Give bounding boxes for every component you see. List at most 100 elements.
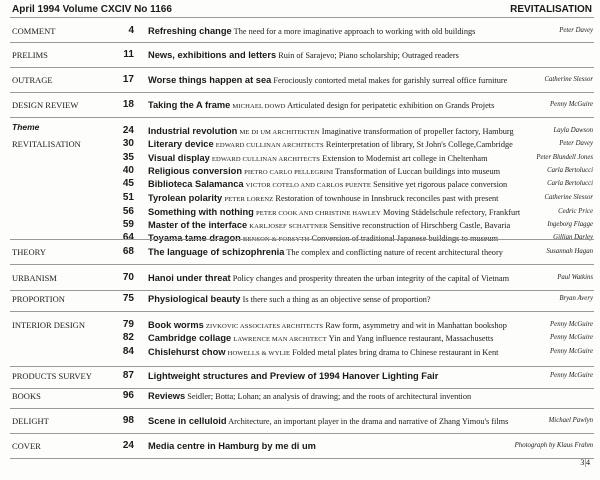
entry-text: Media centre in Hamburg by me di um xyxy=(148,441,316,451)
entry-text: Industrial revolution me di um Architekt… xyxy=(148,126,514,136)
toc-entry[interactable]: COVER 24 Media centre in Hamburg by me di … xyxy=(0,440,600,453)
entry-title: Media centre in Hamburg by me di um xyxy=(148,441,316,451)
entry-title: Refreshing change xyxy=(148,26,232,36)
section-label: COMMENT xyxy=(12,26,56,36)
entry-text: Taking the A frame Michael Dowd Articula… xyxy=(148,100,494,110)
entry-text: Biblioteca Salamanca Victor Cotelo and C… xyxy=(148,179,507,189)
entry-author: Peter Davey xyxy=(559,140,593,147)
entry-author: Peter Davey xyxy=(559,27,593,34)
page-number: 64 xyxy=(122,232,134,243)
divider xyxy=(10,290,594,291)
entry-description: Seidler; Botta; Lohan; an analysis of dr… xyxy=(187,392,472,401)
entry-architect: Lawrence Man Architect xyxy=(233,336,327,343)
toc-entry[interactable]: DESIGN REVIEW 18 Taking the A frame Michae… xyxy=(0,99,600,112)
entry-description: Reinterpretation of library, St John's C… xyxy=(325,140,513,149)
entry-description: Sensitive reconstruction of Hirschberg C… xyxy=(329,221,511,230)
entry-text: Physiological beauty Is there such a thi… xyxy=(148,294,431,304)
toc-entry[interactable]: 82 Cambridge collage Lawrence Man Archite… xyxy=(0,332,600,345)
entry-author: Photograph by Klaus Frahm xyxy=(514,442,593,449)
entry-description: Ferociously contorted metal makes for ga… xyxy=(273,76,508,85)
divider xyxy=(10,92,594,93)
divider xyxy=(10,433,594,434)
entry-title: Physiological beauty xyxy=(148,294,241,304)
entry-title: Visual display xyxy=(148,153,210,163)
entry-description: Raw form, asymmetry and wit in Manhattan… xyxy=(325,321,507,330)
entry-text: Something with nothing Peter Cook and Ch… xyxy=(148,207,520,217)
entry-text: Refreshing change The need for a more im… xyxy=(148,26,475,36)
entry-text: News, exhibitions and letters Ruin of Sa… xyxy=(148,50,459,60)
toc-entry[interactable]: PRELIMS 11 News, exhibitions and letters R… xyxy=(0,49,600,62)
entry-description: Moving Städelschule refectory, Frankfurt xyxy=(382,208,521,217)
entry-author: Penny McGuire xyxy=(550,101,593,108)
entry-author: Penny McGuire xyxy=(550,321,593,328)
entry-description: The complex and conflicting nature of re… xyxy=(286,248,503,257)
section-label: OUTRAGE xyxy=(12,75,53,85)
entry-author: Michael Pawlyn xyxy=(548,417,593,424)
divider xyxy=(10,388,594,389)
toc-entry[interactable]: THEORY 68 The language of schizophrenia Th… xyxy=(0,246,600,259)
entry-description: Yin and Yang influence restaurant, Massa… xyxy=(328,334,494,343)
page-number: 98 xyxy=(122,415,134,426)
entry-architect: Edward Cullinan Architects xyxy=(211,156,321,163)
entry-architect: Howells & Wylie xyxy=(227,350,291,357)
page-number: 3|4 xyxy=(580,458,590,467)
divider xyxy=(10,17,594,18)
section-label: URBANISM xyxy=(12,273,57,283)
entry-title: Hanoi under threat xyxy=(148,273,231,283)
entry-author: Layla Dawson xyxy=(553,127,593,134)
entry-author: Peter Blundell Jones xyxy=(536,154,593,161)
entry-title: Lightweight structures and Preview of 19… xyxy=(148,371,439,381)
toc-entry[interactable]: 35 Visual display Edward Cullinan Archite… xyxy=(0,152,600,165)
entry-architect: Pietro Carlo Pellegrini xyxy=(244,169,334,176)
entry-title: Scene in celluloid xyxy=(148,416,227,426)
entry-title: Master of the interface xyxy=(148,220,248,230)
page-number: 18 xyxy=(122,99,134,110)
page-number: 11 xyxy=(123,49,134,60)
page-number: 68 xyxy=(122,246,134,257)
toc-entry[interactable]: REVITALISATION 30 Literary device Edward C… xyxy=(0,138,600,151)
toc-entry[interactable]: 56 Something with nothing Peter Cook and … xyxy=(0,206,600,219)
entry-author: Penny McGuire xyxy=(550,348,593,355)
toc-entry[interactable]: 84 Chislehurst chow Howells & Wylie Folde… xyxy=(0,346,600,359)
toc-entry[interactable]: PROPORTION 75 Physiological beauty Is ther… xyxy=(0,293,600,306)
entry-description: Architecture, an important player in the… xyxy=(228,417,509,426)
divider xyxy=(10,239,594,240)
page-number: 17 xyxy=(122,74,134,85)
entry-title: Worse things happen at sea xyxy=(148,75,272,85)
toc-entry[interactable]: 45 Biblioteca Salamanca Victor Cotelo and… xyxy=(0,178,600,191)
entry-architect: Victor Cotelo and Carlos Puente xyxy=(245,182,372,189)
toc-entry[interactable]: INTERIOR DESIGN 79 Book worms Zivkovic Ass… xyxy=(0,319,600,332)
toc-entry[interactable]: PRODUCTS SURVEY 87 Lightweight structures … xyxy=(0,370,600,383)
entry-text: The language of schizophrenia The comple… xyxy=(148,247,503,257)
entry-text: Literary device Edward Cullinan Architec… xyxy=(148,139,513,149)
entry-title: Taking the A frame xyxy=(148,100,231,110)
page-number: 59 xyxy=(122,219,134,230)
toc-entry[interactable]: DELIGHT 98 Scene in celluloid Architecture… xyxy=(0,415,600,428)
page-number: 24 xyxy=(122,125,134,136)
entry-text: Worse things happen at sea Ferociously c… xyxy=(148,75,507,85)
entry-text: Master of the interface Karljosef Schatt… xyxy=(148,220,510,230)
entry-title: Industrial revolution xyxy=(148,126,238,136)
entry-description: Transformation of Luccan buildings into … xyxy=(335,167,501,176)
toc-entry[interactable]: 59 Master of the interface Karljosef Scha… xyxy=(0,219,600,232)
toc-entry[interactable]: Theme 24 Industrial revolution me di um Ar… xyxy=(0,122,600,138)
toc-entry[interactable]: URBANISM 70 Hanoi under threat Policy chan… xyxy=(0,272,600,285)
page-number: 96 xyxy=(122,390,134,401)
entry-architect: Peter Cook and Christine Hawley xyxy=(255,210,381,217)
entry-title: Tyrolean polarity xyxy=(148,193,223,203)
divider xyxy=(10,458,594,459)
toc-entry[interactable]: BOOKS 96 Reviews Seidler; Botta; Lohan; an… xyxy=(0,390,600,403)
divider xyxy=(10,366,594,367)
toc-entry[interactable]: COMMENT 4 Refreshing change The need for a… xyxy=(0,25,600,38)
page-number: 79 xyxy=(122,319,134,330)
toc-entry[interactable]: 40 Religious conversion Pietro Carlo Pell… xyxy=(0,165,600,178)
page-number: 45 xyxy=(122,178,134,189)
entry-architect: Michael Dowd xyxy=(232,103,286,110)
entry-description: Imaginative transformation of propeller … xyxy=(321,127,514,136)
toc-entry[interactable]: 51 Tyrolean polarity Peter Lorenz Restora… xyxy=(0,192,600,205)
entry-text: Book worms Zivkovic Associates Architect… xyxy=(148,320,507,330)
entry-author: Carla Bertolucci xyxy=(547,180,593,187)
toc-entry[interactable]: OUTRAGE 17 Worse things happen at sea Fero… xyxy=(0,74,600,87)
entry-author: Penny McGuire xyxy=(550,372,593,379)
entry-title: Toyama tame dragon xyxy=(148,233,241,243)
